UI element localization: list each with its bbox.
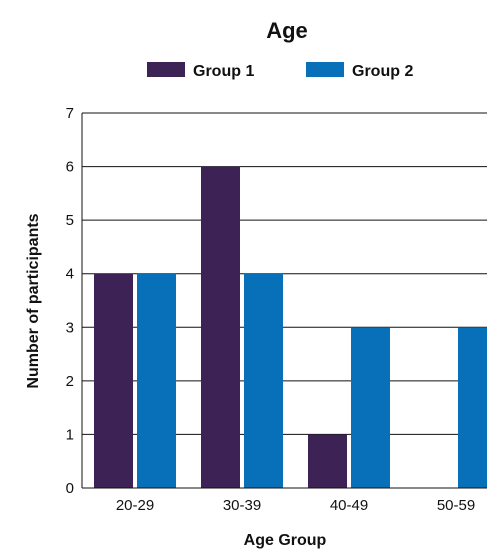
x-tick-label: 50-59: [437, 497, 475, 514]
legend-label-group-2: Group 2: [352, 63, 413, 80]
x-tick-label: 20-29: [116, 497, 154, 514]
x-axis-title: Age Group: [244, 532, 327, 549]
y-tick-label: 5: [66, 212, 74, 229]
y-tick-label: 6: [66, 159, 74, 176]
bar-group-1-20-29: [94, 273, 133, 488]
x-tick-label: 40-49: [330, 497, 368, 514]
y-tick-label: 3: [66, 319, 74, 336]
legend: Group 1 Group 2: [147, 62, 413, 80]
bar-group-1-40-49: [308, 434, 347, 488]
y-tick-label: 1: [66, 426, 74, 443]
chart-title: Age: [266, 18, 308, 43]
bar-group-2-20-29: [137, 273, 176, 488]
x-tick-label: 30-39: [223, 497, 261, 514]
legend-swatch-group-2: [306, 62, 344, 77]
y-tick-label: 0: [66, 480, 74, 497]
bars: [94, 166, 487, 489]
y-tick-label: 7: [66, 105, 74, 122]
bar-group-2-50-59: [458, 327, 487, 488]
y-axis-ticks: 0 1 2 3 4 5 6 7: [66, 105, 74, 497]
bar-group-1-30-39: [201, 166, 240, 489]
y-tick-label: 2: [66, 373, 74, 390]
y-tick-label: 4: [66, 266, 74, 283]
legend-label-group-1: Group 1: [193, 63, 254, 80]
legend-swatch-group-1: [147, 62, 185, 77]
bar-group-2-40-49: [351, 327, 390, 488]
bar-group-2-30-39: [244, 273, 283, 488]
y-axis-title: Number of participants: [25, 213, 42, 388]
x-axis-ticks: 20-29 30-39 40-49 50-59: [116, 497, 475, 514]
